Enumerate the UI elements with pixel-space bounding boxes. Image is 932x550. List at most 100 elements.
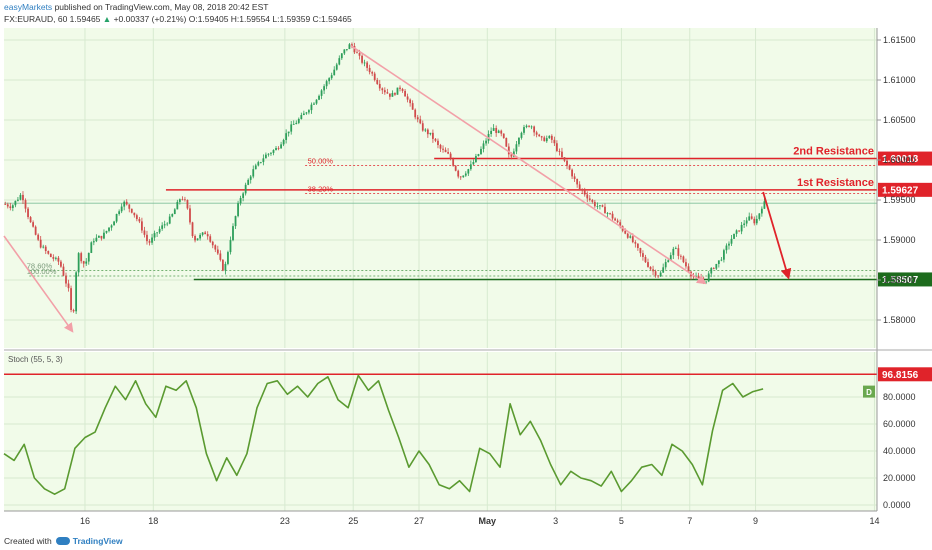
candle-body <box>647 262 649 267</box>
candle-body <box>388 93 391 97</box>
axes: 16 18 23 25 27 May 3 5 7 9 14 1.61500 1.61000 1.60500… <box>80 35 916 526</box>
candle-body <box>282 139 285 145</box>
candle-body <box>17 199 19 201</box>
candle-body <box>105 230 108 233</box>
candle-body <box>502 133 505 138</box>
candle-body <box>343 49 346 54</box>
candle-body <box>399 87 401 89</box>
candle-body <box>320 90 323 96</box>
candle-body <box>141 221 143 231</box>
stoch-tick-label: 40.0000 <box>883 446 916 456</box>
support-price-tag-bg <box>878 272 932 287</box>
candle-body <box>545 138 548 142</box>
candle-body <box>515 144 518 152</box>
fib-level-label: 38.20% <box>308 185 334 194</box>
candle-body <box>75 272 78 312</box>
stoch-panel <box>4 352 877 511</box>
candle-body <box>707 273 710 282</box>
x-tick-label: 27 <box>414 516 424 526</box>
candle-body <box>475 156 477 162</box>
candle-body <box>469 164 472 170</box>
candle-body <box>44 246 47 252</box>
candle-body <box>457 170 460 177</box>
candle-body <box>429 132 432 135</box>
candle-body <box>14 200 17 206</box>
candle-body <box>669 255 672 261</box>
candle-body <box>90 242 93 253</box>
candle-body <box>490 130 493 134</box>
candle-body <box>401 88 404 91</box>
candle-body <box>199 234 202 239</box>
candle-body <box>130 208 133 213</box>
candle-body <box>138 219 141 222</box>
candle-body <box>257 162 260 166</box>
candle-body <box>561 151 563 158</box>
candle-body <box>239 197 242 204</box>
symbol-label: FX:EURAUD, 60 <box>4 14 68 24</box>
candle-body <box>728 243 730 246</box>
candle-body <box>512 151 515 157</box>
x-tick-label: 5 <box>619 516 624 526</box>
candle-body <box>672 248 675 256</box>
candle-body <box>743 223 746 225</box>
trend-arrow <box>350 44 707 285</box>
candle-body <box>556 143 558 152</box>
price-change: +0.00337 (+0.21%) <box>113 14 187 24</box>
x-tick-label: 9 <box>753 516 758 526</box>
y-tick-label: 1.59500 <box>883 195 916 205</box>
tradingview-logo[interactable]: TradingView <box>55 536 123 546</box>
candle-body <box>636 243 639 249</box>
stoch-last-value-tag-bg <box>878 367 932 382</box>
candle-body <box>184 199 186 201</box>
candle-body <box>566 160 568 166</box>
candle-body <box>224 263 227 271</box>
series-badge: D <box>866 388 872 397</box>
candle-body <box>22 194 24 201</box>
main-panel <box>4 28 877 348</box>
candle-body <box>748 216 751 221</box>
candle-body <box>47 251 50 254</box>
candle-body <box>386 92 389 94</box>
candle-body <box>444 149 447 153</box>
candle-body <box>310 104 313 111</box>
candle-body <box>606 213 609 214</box>
candle-body <box>328 78 331 82</box>
publish-info: published on TradingView.com, May 08, 20… <box>54 2 269 12</box>
candle-body <box>100 235 103 239</box>
candle-body <box>353 46 356 53</box>
x-tick-label: 23 <box>280 516 290 526</box>
candle-body <box>664 262 667 268</box>
candle-body <box>611 213 614 219</box>
candle-body <box>275 148 277 151</box>
candle-body <box>333 69 336 76</box>
candle-body <box>178 199 181 202</box>
candle-body <box>358 53 361 56</box>
candle-body <box>330 75 333 79</box>
candle-body <box>626 233 629 238</box>
candle-body <box>37 234 40 240</box>
candle-body <box>485 140 487 144</box>
candle-body <box>209 236 212 242</box>
candle-body <box>97 235 100 238</box>
candle-body <box>77 253 80 273</box>
candle-body <box>760 208 763 214</box>
candle-body <box>295 122 298 125</box>
candle-body <box>148 241 151 243</box>
candle-body <box>593 201 596 207</box>
candle-body <box>447 152 449 154</box>
candle-body <box>49 253 52 258</box>
candle-body <box>409 99 412 104</box>
candle-body <box>221 259 224 271</box>
candle-body <box>247 179 250 185</box>
x-tick-label: 25 <box>348 516 358 526</box>
candle-body <box>229 240 232 253</box>
candle-body <box>495 128 498 133</box>
candle-body <box>609 213 611 214</box>
candle-body <box>662 267 665 273</box>
y-tick-label: 1.60500 <box>883 115 916 125</box>
resistance-1-label: 1st Resistance <box>797 177 874 189</box>
author-link[interactable]: easyMarkets <box>4 2 53 12</box>
candle-body <box>540 136 543 138</box>
candle-body <box>697 275 700 278</box>
